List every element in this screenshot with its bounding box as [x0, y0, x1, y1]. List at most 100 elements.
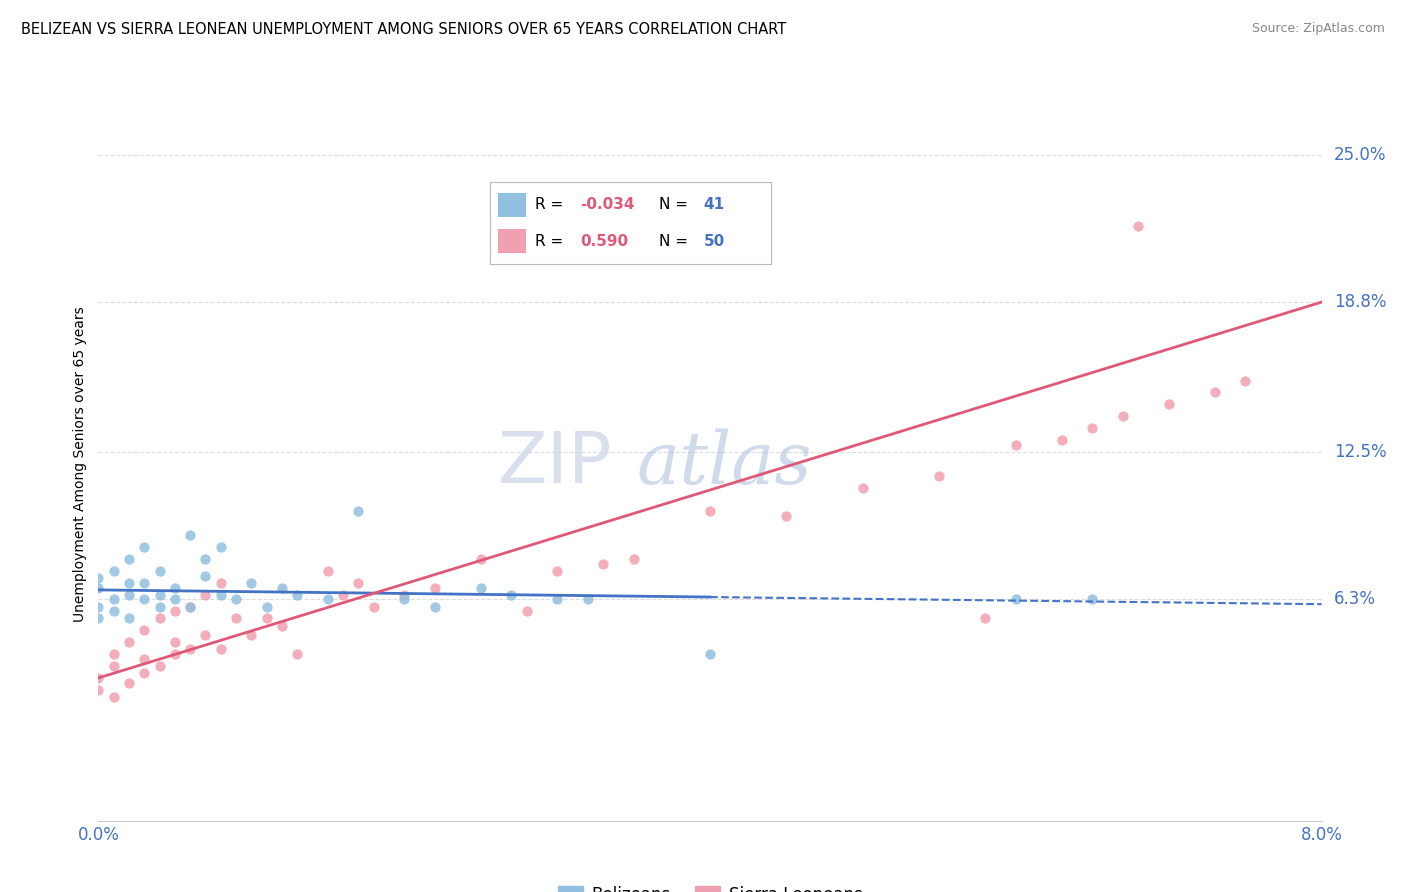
Text: 25.0%: 25.0% — [1334, 145, 1386, 163]
Point — [347, 575, 370, 590]
Y-axis label: Unemployment Among Seniors over 65 years: Unemployment Among Seniors over 65 years — [73, 306, 87, 622]
Point — [470, 581, 492, 595]
Point — [423, 599, 446, 614]
Point — [225, 611, 247, 625]
Point — [103, 647, 125, 661]
Point — [285, 647, 308, 661]
Point — [392, 592, 416, 607]
Point — [775, 509, 797, 524]
Point — [270, 618, 294, 632]
Point — [103, 690, 125, 704]
Point — [592, 557, 614, 571]
Point — [501, 588, 523, 602]
Text: R =: R = — [534, 197, 568, 212]
Text: 41: 41 — [703, 197, 725, 212]
Point — [103, 592, 125, 607]
Point — [270, 581, 294, 595]
Bar — [498, 228, 526, 253]
Point — [179, 528, 201, 542]
Text: N =: N = — [658, 197, 693, 212]
Point — [163, 604, 186, 618]
Point — [225, 592, 247, 607]
Bar — [498, 193, 526, 218]
Text: 50: 50 — [703, 234, 725, 249]
Point — [209, 588, 232, 602]
Point — [134, 624, 156, 638]
Point — [118, 552, 141, 566]
Point — [87, 682, 110, 697]
Point — [163, 647, 186, 661]
Point — [87, 671, 110, 685]
Point — [194, 568, 217, 582]
Point — [1081, 592, 1104, 607]
Legend: Belizeans, Sierra Leoneans: Belizeans, Sierra Leoneans — [551, 879, 869, 892]
Text: 12.5%: 12.5% — [1334, 443, 1386, 461]
Point — [149, 588, 172, 602]
Point — [134, 666, 156, 681]
Point — [423, 581, 446, 595]
Point — [240, 575, 263, 590]
Point — [546, 564, 568, 578]
Point — [87, 571, 110, 585]
Point — [1234, 374, 1257, 388]
Point — [1050, 433, 1073, 447]
Text: 6.3%: 6.3% — [1334, 591, 1376, 608]
Point — [576, 592, 599, 607]
Point — [103, 604, 125, 618]
Point — [1081, 421, 1104, 435]
Point — [134, 540, 156, 554]
Point — [149, 599, 172, 614]
Text: BELIZEAN VS SIERRA LEONEAN UNEMPLOYMENT AMONG SENIORS OVER 65 YEARS CORRELATION : BELIZEAN VS SIERRA LEONEAN UNEMPLOYMENT … — [21, 22, 786, 37]
Point — [149, 659, 172, 673]
Point — [332, 588, 354, 602]
Text: R =: R = — [534, 234, 568, 249]
Text: -0.034: -0.034 — [579, 197, 634, 212]
Point — [209, 642, 232, 657]
Point — [699, 647, 721, 661]
Point — [103, 564, 125, 578]
Point — [699, 504, 721, 518]
Point — [623, 552, 645, 566]
Text: 18.8%: 18.8% — [1334, 293, 1386, 311]
Point — [163, 581, 186, 595]
Point — [256, 611, 278, 625]
Point — [1004, 438, 1026, 452]
Point — [103, 659, 125, 673]
Point — [149, 564, 172, 578]
Point — [209, 575, 232, 590]
Point — [134, 575, 156, 590]
Point — [256, 599, 278, 614]
Point — [347, 504, 370, 518]
Point — [363, 599, 385, 614]
Point — [1204, 385, 1226, 400]
Text: ZIP: ZIP — [498, 429, 612, 499]
Point — [470, 552, 492, 566]
Point — [194, 588, 217, 602]
Text: atlas: atlas — [637, 428, 813, 500]
Point — [163, 635, 186, 649]
Point — [149, 611, 172, 625]
Point — [392, 588, 416, 602]
Point — [87, 611, 110, 625]
Point — [134, 652, 156, 666]
Point — [118, 675, 141, 690]
Point — [316, 592, 339, 607]
Point — [87, 599, 110, 614]
Text: 0.590: 0.590 — [579, 234, 628, 249]
Point — [87, 581, 110, 595]
Point — [118, 575, 141, 590]
Point — [316, 564, 339, 578]
Point — [194, 552, 217, 566]
Point — [179, 642, 201, 657]
Point — [285, 588, 308, 602]
Point — [209, 540, 232, 554]
Point — [928, 468, 950, 483]
Point — [516, 604, 538, 618]
Point — [974, 611, 997, 625]
Point — [163, 592, 186, 607]
Point — [179, 599, 201, 614]
Text: Source: ZipAtlas.com: Source: ZipAtlas.com — [1251, 22, 1385, 36]
Point — [179, 599, 201, 614]
Point — [118, 588, 141, 602]
Point — [1004, 592, 1026, 607]
